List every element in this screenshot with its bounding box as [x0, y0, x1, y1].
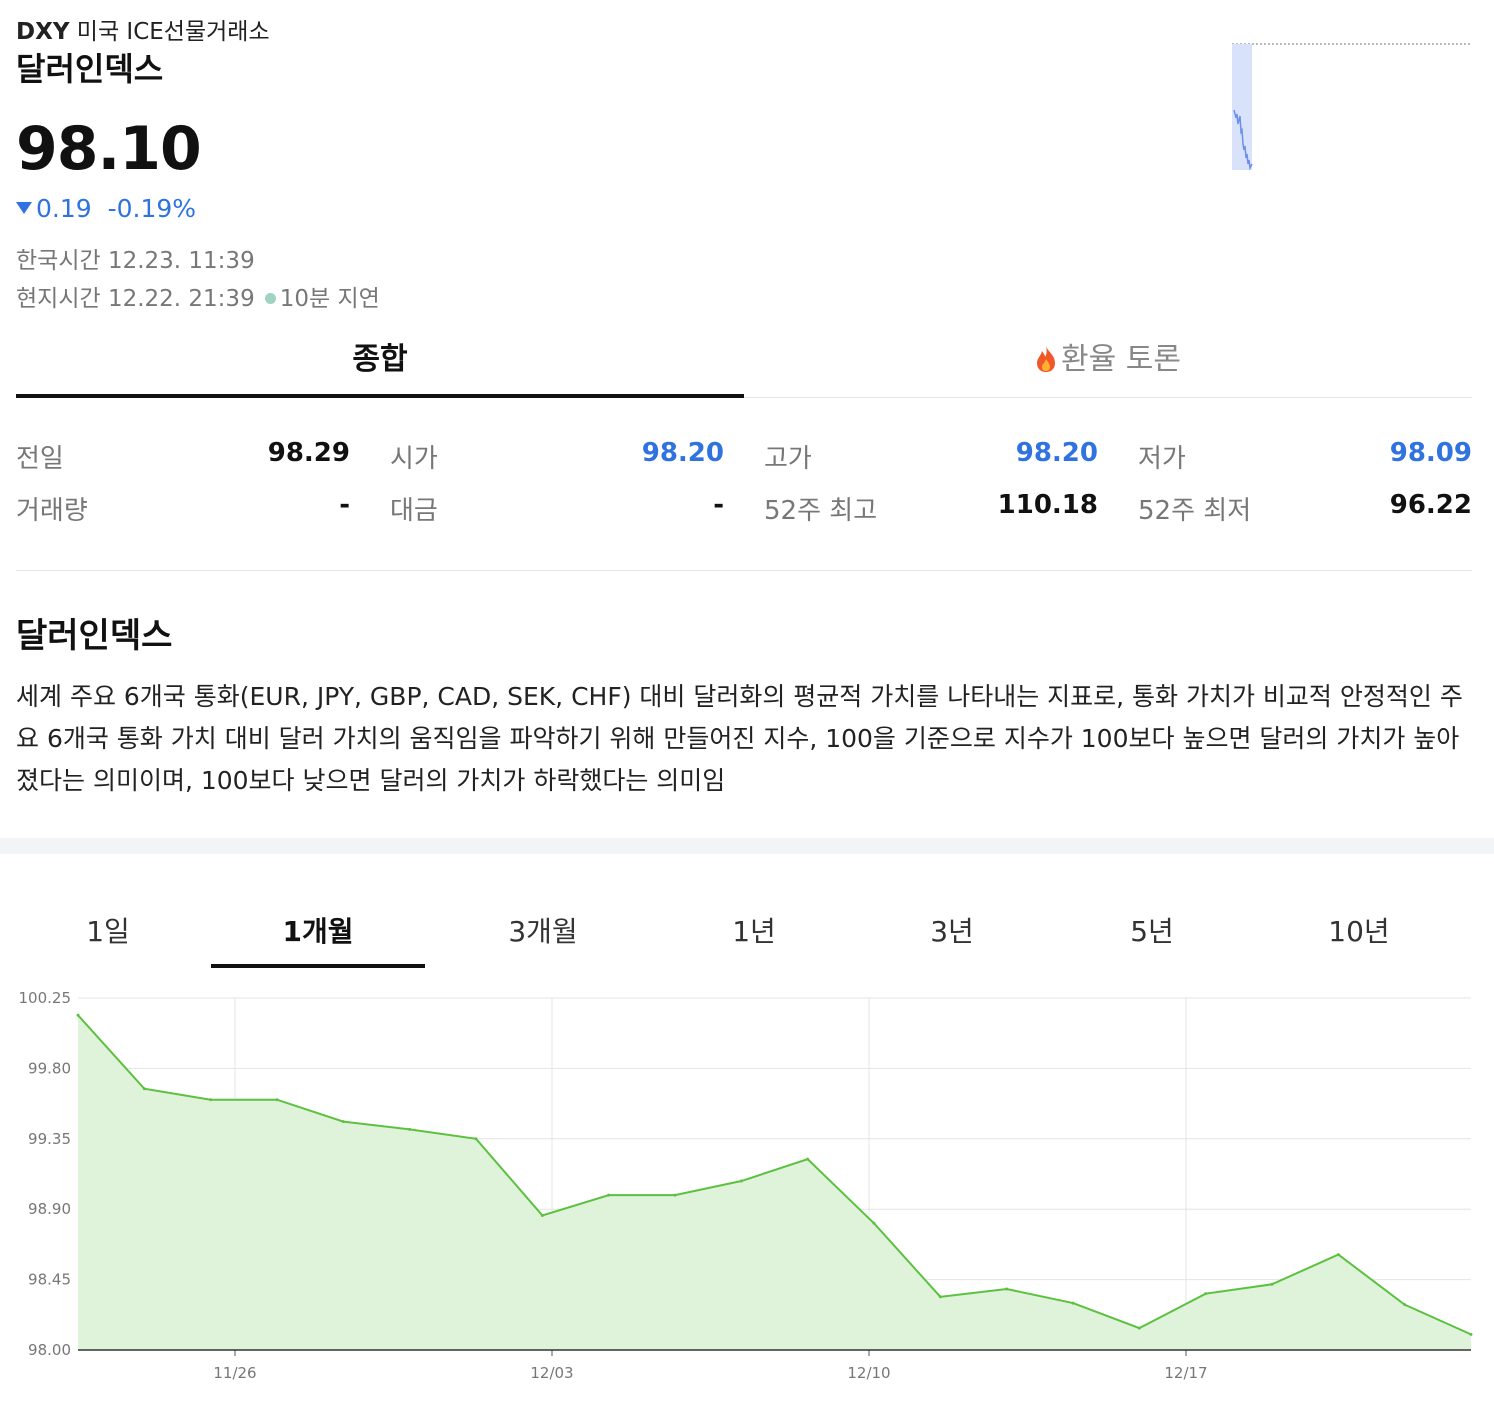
stat-label: 시가 [390, 444, 438, 474]
y-tick-label: 100.25 [19, 989, 72, 1007]
price-change: 0.19 -0.19% [16, 194, 196, 223]
data-point [673, 1193, 677, 1197]
data-point [1469, 1332, 1473, 1336]
stat-value: 98.09 [1389, 438, 1472, 468]
local-time: 12.22. 21:39 [107, 286, 255, 312]
period-tab-6[interactable]: 10년 [1328, 915, 1390, 948]
stat-label: 저가 [1138, 444, 1186, 474]
stat-label: 52주 최고 [764, 496, 878, 526]
stat-value: 96.22 [1389, 490, 1472, 520]
data-point [76, 1013, 80, 1017]
x-tick-label: 12/03 [530, 1364, 573, 1382]
tab-overview[interactable]: 종합 [16, 330, 744, 398]
stat-value: - [713, 490, 724, 520]
stat-label: 고가 [764, 444, 812, 474]
stat-label: 대금 [390, 496, 438, 526]
x-tick-label: 11/26 [213, 1364, 256, 1382]
change-percent: -0.19% [107, 194, 197, 223]
x-tick-label: 12/17 [1164, 1364, 1207, 1382]
data-point [1137, 1326, 1141, 1330]
data-point [1204, 1292, 1208, 1296]
period-tab-2[interactable]: 3개월 [508, 915, 578, 948]
data-point [1403, 1303, 1407, 1307]
data-point [1071, 1301, 1075, 1305]
area-fill [78, 1015, 1471, 1350]
instrument-name: 달러인덱스 [16, 50, 164, 88]
y-tick-label: 99.80 [28, 1059, 71, 1077]
main-tabs: 종합 환율 토론 [16, 330, 1472, 398]
period-tab-0[interactable]: 1일 [86, 915, 130, 948]
data-point [1005, 1287, 1009, 1291]
data-point [607, 1193, 611, 1197]
kst-time: 12.23. 11:39 [107, 248, 255, 274]
stats-row: 전일 98.29 시가 98.20 고가 98.20 저가 98.09 [16, 438, 1472, 490]
data-point [1336, 1253, 1340, 1257]
period-tab-1[interactable]: 1개월 [211, 900, 425, 968]
fire-icon [1037, 346, 1056, 372]
delay-text: 10분 지연 [279, 286, 380, 312]
intraday-sparkline [1232, 43, 1472, 171]
period-tab-3[interactable]: 1년 [732, 915, 776, 948]
data-point [408, 1127, 412, 1131]
stat-value: 110.18 [997, 490, 1098, 520]
data-point [540, 1213, 544, 1217]
stat-label: 거래량 [16, 496, 88, 526]
y-tick-label: 99.35 [28, 1130, 71, 1148]
y-tick-label: 98.90 [28, 1200, 71, 1218]
ticker-line: DXY 미국 ICE선물거래소 [16, 16, 270, 48]
data-point [474, 1137, 478, 1141]
y-tick-label: 98.45 [28, 1271, 71, 1289]
stat-value: 98.20 [1015, 438, 1098, 468]
current-price: 98.10 [16, 114, 202, 184]
divider [16, 570, 1472, 571]
y-tick-label: 98.00 [28, 1341, 71, 1359]
price-line [77, 1014, 1472, 1336]
sparkline-area [1232, 44, 1252, 170]
data-point [872, 1221, 876, 1225]
stat-value: 98.29 [267, 438, 350, 468]
stat-label: 52주 최저 [1138, 496, 1252, 526]
tab-discussion[interactable]: 환율 토론 [744, 330, 1472, 398]
tab-discussion-label: 환율 토론 [1061, 342, 1181, 377]
local-label: 현지시간 [16, 286, 101, 312]
exchange-name: 미국 ICE선물거래소 [76, 19, 270, 45]
section-separator [0, 838, 1494, 854]
ticker-symbol: DXY [16, 19, 70, 45]
sparkline-line [1233, 109, 1253, 171]
down-arrow-icon [16, 202, 32, 214]
x-tick-label: 12/10 [847, 1364, 890, 1382]
data-point [938, 1295, 942, 1299]
stat-label: 전일 [16, 444, 64, 474]
timestamps: 한국시간 12.23. 11:39 현지시간 12.22. 21:39 10분 지… [16, 242, 380, 318]
stats-row: 거래량 - 대금 - 52주 최고 110.18 52주 최저 96.22 [16, 490, 1472, 542]
data-point [275, 1098, 279, 1102]
period-tab-5[interactable]: 5년 [1130, 915, 1174, 948]
kst-label: 한국시간 [16, 248, 101, 274]
data-point [209, 1098, 213, 1102]
data-point [806, 1157, 810, 1161]
price-chart: 100.25 99.80 99.35 98.90 98.45 98.00 11/26 12/0… [19, 989, 1473, 1382]
data-point [739, 1179, 743, 1183]
change-amount: 0.19 [36, 194, 92, 223]
period-tabs: 1일 1개월 3개월 1년 3년 5년 10년 [0, 900, 1494, 968]
data-point [1270, 1282, 1274, 1286]
data-point [142, 1087, 146, 1091]
stat-value: 98.20 [641, 438, 724, 468]
data-point [341, 1120, 345, 1124]
description-text: 세계 주요 6개국 통화(EUR, JPY, GBP, CAD, SEK, CH… [16, 682, 1463, 795]
instrument-header: DXY 미국 ICE선물거래소 달러인덱스 98.10 0.19 -0.19% … [16, 16, 380, 312]
period-tab-4[interactable]: 3년 [930, 915, 974, 948]
description-title: 달러인덱스 [16, 616, 173, 656]
stat-value: - [339, 490, 350, 520]
delay-dot-icon [264, 292, 276, 304]
